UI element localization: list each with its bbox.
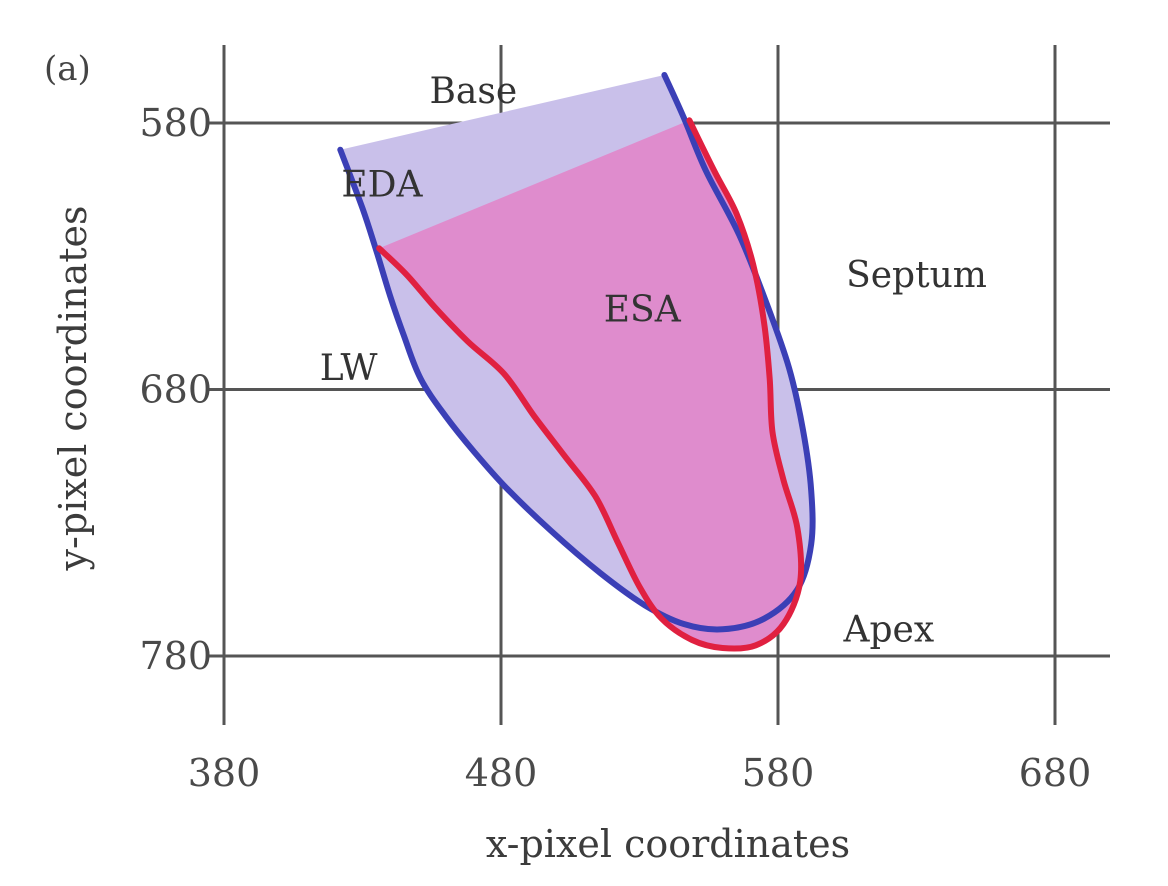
y-tick-780: 780 <box>139 634 212 678</box>
x-tick-labels: 380 480 580 680 <box>188 751 1092 795</box>
y-tick-580: 580 <box>139 101 212 145</box>
label-base: Base <box>429 71 517 112</box>
eda-contour <box>337 72 816 633</box>
label-lw: LW <box>320 348 378 389</box>
esa-area <box>379 120 802 649</box>
esa-contour <box>376 117 805 652</box>
label-eda: EDA <box>341 164 423 205</box>
area-fills <box>340 75 813 649</box>
contour-lines <box>337 72 816 652</box>
x-tick-680: 680 <box>1019 751 1092 795</box>
label-septum: Septum <box>846 255 987 296</box>
x-tick-580: 580 <box>742 751 815 795</box>
y-tick-680: 680 <box>139 368 212 412</box>
x-tick-380: 380 <box>188 751 261 795</box>
y-tick-labels: 580 680 780 <box>139 101 212 678</box>
annotations: Base EDA ESA Septum LW Apex <box>320 71 987 650</box>
label-apex: Apex <box>842 609 934 650</box>
y-axis-title: y-pixel coordinates <box>51 205 95 571</box>
panel-label: (a) <box>44 49 91 89</box>
x-tick-480: 480 <box>465 751 538 795</box>
x-axis-title: x-pixel coordinates <box>486 822 850 866</box>
label-esa: ESA <box>604 290 682 331</box>
